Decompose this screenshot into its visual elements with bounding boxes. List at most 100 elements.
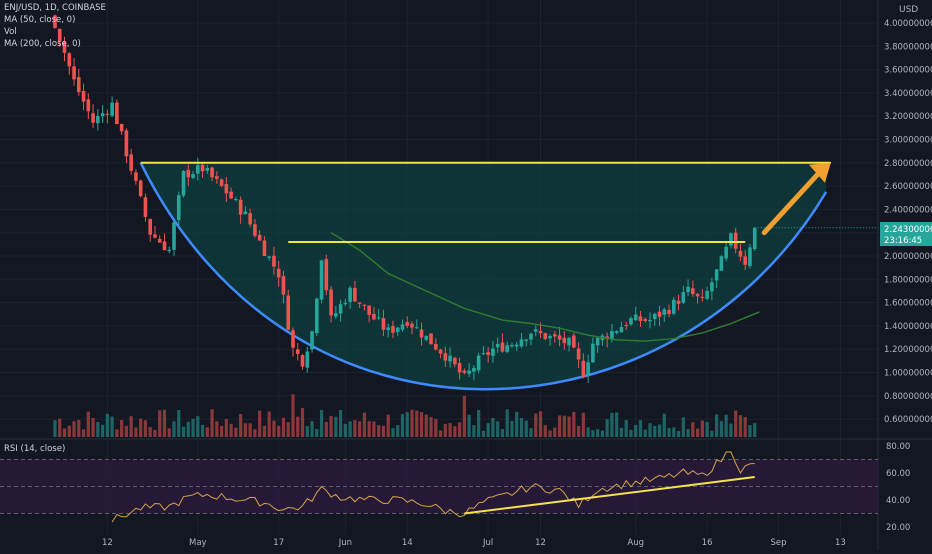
countdown-timer: 23:16:45 bbox=[884, 236, 922, 246]
candle-body bbox=[53, 15, 57, 28]
candle-body bbox=[291, 330, 295, 348]
rsi-line bbox=[111, 451, 755, 523]
candle-body bbox=[167, 249, 172, 252]
volume-bar bbox=[319, 409, 324, 437]
volume-bar bbox=[358, 421, 362, 437]
drawing-overlays bbox=[140, 161, 878, 342]
price-axis-tick-label: 1.40000000 bbox=[884, 322, 932, 332]
volume-bar bbox=[367, 421, 371, 437]
volume-bar bbox=[324, 421, 328, 437]
volume-bar bbox=[224, 418, 228, 437]
rsi-band-fill bbox=[0, 459, 878, 514]
candle-body bbox=[548, 335, 552, 339]
volume-bar bbox=[386, 414, 390, 437]
candle-body bbox=[633, 314, 638, 321]
candle-body bbox=[662, 309, 667, 315]
candle-body bbox=[162, 241, 167, 251]
candle-body bbox=[210, 167, 214, 178]
volume-bar bbox=[381, 425, 386, 437]
volume-bar bbox=[562, 415, 566, 437]
volume-bar bbox=[148, 427, 152, 437]
volume-legend[interactable]: Vol bbox=[4, 27, 17, 37]
volume-bar bbox=[281, 417, 286, 437]
volume-bar bbox=[167, 428, 171, 437]
price-axis-tick-label: 1.20000000 bbox=[884, 345, 932, 355]
candle-body bbox=[238, 199, 243, 215]
volume-bar bbox=[348, 421, 352, 437]
volume-bar bbox=[134, 427, 138, 437]
candle-body bbox=[219, 179, 224, 186]
volume-bar bbox=[505, 409, 509, 437]
time-axis-tick-label: 14 bbox=[402, 538, 413, 548]
candle-body bbox=[467, 370, 471, 374]
volume-bar bbox=[120, 420, 124, 437]
price-axis-tick-label: 0.60000000 bbox=[884, 415, 932, 425]
volume-bar bbox=[538, 411, 543, 437]
candle-body bbox=[710, 282, 714, 292]
candle-body bbox=[334, 313, 338, 317]
time-axis-tick-label: 17 bbox=[273, 538, 284, 548]
volume-bar bbox=[700, 420, 704, 437]
volume-bar bbox=[196, 416, 200, 437]
volume-bar bbox=[258, 410, 262, 437]
volume-bar bbox=[486, 423, 490, 437]
volume-bar bbox=[215, 421, 219, 437]
volume-bar bbox=[657, 424, 662, 437]
candle-body bbox=[119, 123, 124, 132]
candle-body bbox=[372, 313, 376, 320]
volume-bar bbox=[253, 429, 257, 437]
volume-bar bbox=[491, 418, 495, 437]
candle-body bbox=[234, 199, 238, 201]
candle-body bbox=[691, 288, 695, 295]
candle-body bbox=[434, 344, 438, 350]
volume-bar bbox=[648, 423, 652, 437]
volume-bar bbox=[419, 412, 424, 437]
volume-bar bbox=[572, 411, 576, 437]
candle-body bbox=[700, 296, 705, 298]
candle-body bbox=[276, 268, 281, 278]
ma50-legend[interactable]: MA (50, close, 0) bbox=[4, 15, 76, 25]
candle-body bbox=[67, 53, 72, 67]
rsi-axis-tick-label: 80.00 bbox=[886, 442, 910, 452]
price-axis-tick-label: 1.00000000 bbox=[884, 369, 932, 379]
candle-body bbox=[300, 355, 305, 367]
volume-bar bbox=[629, 429, 633, 437]
volume-bar bbox=[429, 416, 433, 437]
time-axis-tick-label: 12 bbox=[102, 538, 113, 548]
time-axis-tick-label: Aug bbox=[627, 538, 644, 548]
volume-bar bbox=[248, 423, 252, 437]
candle-body bbox=[705, 290, 709, 299]
candle-body bbox=[500, 342, 505, 352]
volume-bar bbox=[734, 410, 738, 437]
symbol-title[interactable]: ENJ/USD, 1D, COINBASE bbox=[4, 3, 106, 13]
candle-body bbox=[281, 276, 286, 295]
candle-body bbox=[438, 349, 443, 354]
candle-body bbox=[134, 172, 138, 181]
candle-body bbox=[248, 213, 252, 225]
candle-body bbox=[567, 337, 571, 346]
ma50-line bbox=[330, 232, 760, 342]
candle-body bbox=[414, 327, 419, 329]
price-axis-tick-label: 3.20000000 bbox=[884, 112, 932, 122]
candle-body bbox=[619, 327, 624, 333]
volume-bar bbox=[186, 421, 190, 437]
volume-bar bbox=[581, 412, 585, 437]
candle-body bbox=[553, 334, 557, 337]
volume-bar bbox=[191, 418, 195, 437]
candle-body bbox=[538, 330, 543, 334]
volume-bar bbox=[534, 413, 538, 437]
candle-body bbox=[329, 289, 333, 316]
volume-bar bbox=[738, 415, 743, 437]
candle-body bbox=[348, 287, 352, 302]
ma200-legend[interactable]: MA (200, close, 0) bbox=[4, 39, 81, 49]
volume-bar bbox=[362, 412, 366, 437]
volume-bar bbox=[81, 429, 86, 437]
candle-body bbox=[157, 238, 162, 243]
candle-body bbox=[672, 299, 676, 314]
candle-body bbox=[229, 191, 233, 199]
volume-bar bbox=[743, 416, 747, 437]
price-axis-tick-label: 3.00000000 bbox=[884, 136, 932, 146]
volume-bar bbox=[139, 418, 143, 437]
